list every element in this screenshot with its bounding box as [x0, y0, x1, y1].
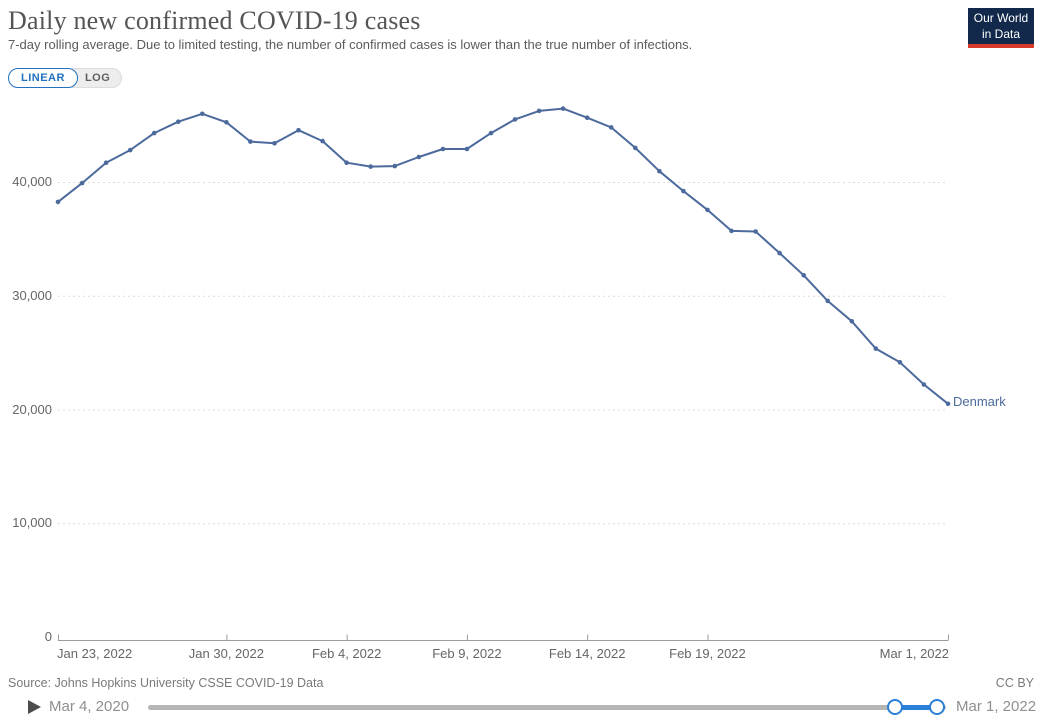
x-axis-label: Feb 9, 2022: [432, 646, 502, 661]
data-point: [657, 168, 662, 174]
data-point: [488, 130, 494, 136]
owid-logo-line2: in Data: [981, 27, 1021, 41]
y-axis-label: 40,000: [12, 174, 52, 189]
owid-logo[interactable]: Our World in Data: [968, 8, 1034, 48]
data-point: [584, 115, 590, 120]
data-point: [79, 180, 85, 186]
data-point: [320, 138, 325, 144]
data-point: [103, 160, 109, 165]
data-point: [633, 145, 638, 151]
series-line-denmark: [57, 107, 949, 405]
data-point: [200, 111, 205, 117]
play-button[interactable]: [26, 699, 42, 715]
data-point: [608, 125, 614, 130]
data-point: [440, 146, 446, 152]
timeline-handle-start[interactable]: [886, 699, 903, 715]
data-point: [272, 141, 277, 146]
x-axis-label: Feb 19, 2022: [669, 646, 746, 661]
timeline-end-date: Mar 1, 2022: [956, 698, 1037, 715]
data-point: [705, 207, 710, 213]
data-point: [464, 146, 470, 152]
x-axis-label: Mar 1, 2022: [879, 646, 949, 661]
data-point: [777, 250, 782, 256]
data-point: [224, 120, 229, 125]
data-point: [248, 139, 253, 144]
series-label-denmark: Denmark: [953, 394, 1006, 409]
x-axis-label: Jan 23, 2022: [57, 646, 133, 661]
data-point: [368, 164, 374, 169]
x-axis-label: Jan 30, 2022: [188, 646, 264, 661]
source-note: Source: Johns Hopkins University CSSE CO…: [8, 676, 324, 690]
timeline-selected-range[interactable]: [894, 705, 938, 710]
data-point: [753, 229, 758, 234]
data-point: [55, 199, 61, 205]
data-point: [416, 154, 422, 160]
play-triangle-icon: [28, 700, 41, 714]
y-axis-label: 10,000: [12, 515, 52, 531]
license-note[interactable]: CC BY: [995, 676, 1034, 690]
data-point: [801, 273, 806, 278]
y-axis-label: 20,000: [12, 401, 52, 417]
timeline-handle-end[interactable]: [929, 699, 946, 715]
data-point: [151, 130, 157, 136]
data-point: [729, 228, 734, 234]
data-point: [344, 160, 349, 165]
y-axis-label: 0: [44, 629, 52, 644]
data-point: [849, 319, 855, 324]
data-point: [945, 401, 951, 407]
linear-scale-button[interactable]: LINEAR: [8, 68, 78, 88]
scale-toggle: LINEAR LOG: [8, 68, 123, 88]
x-axis-label: Feb 14, 2022: [548, 646, 626, 661]
data-point: [296, 127, 301, 133]
log-scale-button[interactable]: LOG: [63, 68, 123, 88]
data-point: [512, 117, 518, 122]
owid-logo-line1: Our World: [973, 11, 1029, 25]
timeline-start-date: Mar 4, 2020: [49, 698, 130, 715]
data-point: [392, 163, 398, 169]
data-point: [127, 147, 133, 153]
data-point: [921, 382, 927, 387]
timeline-track[interactable]: [148, 699, 946, 715]
data-point: [536, 108, 542, 114]
data-point: [560, 106, 566, 111]
data-point: [825, 298, 830, 304]
page-title: Daily new confirmed COVID-19 cases: [8, 6, 421, 35]
data-point: [873, 346, 879, 351]
y-axis-label: 30,000: [12, 287, 52, 303]
data-point: [897, 360, 903, 365]
data-point: [681, 188, 686, 194]
x-axis-label: Feb 4, 2022: [311, 646, 382, 661]
data-point: [176, 119, 181, 124]
chart-subtitle: 7-day rolling average. Due to limited te…: [8, 37, 693, 52]
